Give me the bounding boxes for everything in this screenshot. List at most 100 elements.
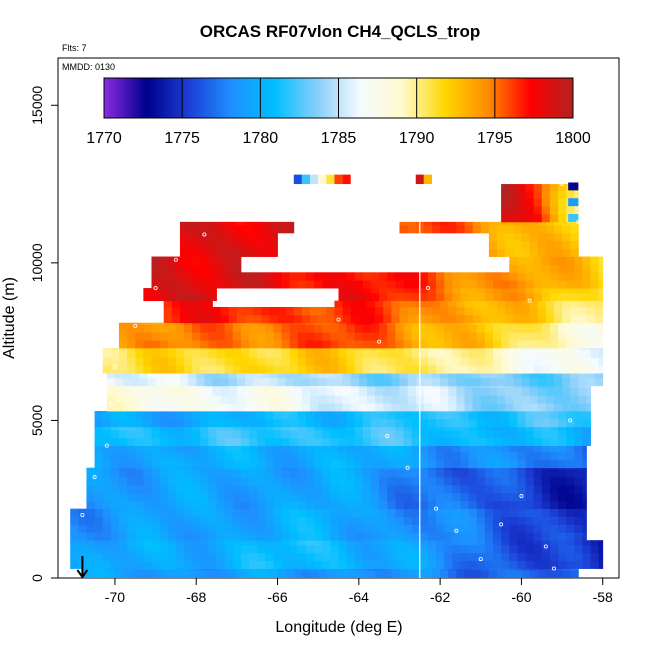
heatmap-cell — [253, 240, 262, 250]
heatmap-cell — [232, 324, 242, 333]
heatmap-cell — [399, 221, 409, 226]
heatmap-cell — [395, 437, 404, 447]
heatmap-cell — [265, 349, 274, 358]
heatmap-cell — [497, 232, 506, 242]
heatmap-cell — [387, 340, 396, 349]
heatmap-cell — [558, 292, 567, 302]
heatmap-cell — [509, 365, 518, 374]
heatmap-cell — [118, 485, 128, 494]
heatmap-cell — [212, 248, 222, 257]
heatmap-cell — [175, 508, 185, 517]
heatmap-cell — [444, 357, 453, 366]
y-tick-label: 10000 — [29, 243, 45, 282]
heatmap-cell — [517, 272, 526, 281]
heatmap-cell — [484, 288, 494, 294]
heatmap-cell — [249, 410, 258, 420]
heatmap-cell — [208, 426, 217, 431]
heatmap-cell — [305, 532, 315, 541]
track-point — [80, 512, 85, 517]
heatmap-cell — [338, 410, 348, 420]
heatmap-cell — [118, 552, 128, 562]
heatmap-cell — [147, 403, 156, 412]
heatmap-cell — [224, 340, 234, 349]
heatmap-cell — [240, 322, 250, 325]
heatmap-cell — [456, 314, 465, 324]
heatmap-cell — [403, 540, 413, 546]
heatmap-cell — [289, 426, 299, 431]
heatmap-cell — [131, 403, 140, 412]
heatmap-cell — [346, 272, 356, 281]
heatmap-cell — [379, 324, 388, 333]
heatmap-cell — [574, 544, 583, 554]
heatmap-cell — [314, 560, 323, 569]
heatmap-cell — [159, 410, 169, 420]
heatmap-cell — [159, 272, 169, 281]
heatmap-cell — [574, 469, 583, 478]
heatmap-cell — [240, 445, 250, 453]
heatmap-cell — [574, 516, 583, 525]
heatmap-cell — [232, 340, 242, 349]
heatmap-cell — [216, 485, 226, 494]
heatmap-cell — [476, 540, 486, 546]
heatmap-cell — [261, 314, 270, 324]
heatmap-cell — [501, 508, 510, 517]
heatmap-cell — [570, 395, 579, 404]
heatmap-cell — [444, 445, 453, 453]
heatmap-cell — [143, 426, 152, 431]
heatmap-cell — [468, 272, 478, 281]
heatmap-cell — [253, 248, 262, 257]
heatmap-cell — [419, 516, 429, 525]
heatmap-cell — [582, 532, 587, 541]
heatmap-cell — [460, 426, 469, 431]
heatmap-cell — [110, 429, 120, 439]
heatmap-cell — [371, 410, 380, 420]
heatmap-cell — [566, 347, 575, 350]
heatmap-cell — [175, 272, 185, 281]
heatmap-cell — [293, 395, 303, 404]
heatmap-cell — [549, 264, 559, 273]
heatmap-cell — [541, 500, 551, 510]
track-point — [527, 298, 532, 303]
heatmap-cell — [106, 403, 116, 412]
heatmap-cell — [468, 540, 478, 546]
heatmap-cell — [245, 248, 254, 257]
heatmap-cell — [582, 347, 591, 350]
heatmap-cell — [480, 403, 490, 412]
heatmap-cell — [110, 485, 120, 494]
heatmap-cell — [501, 524, 510, 533]
heatmap-cell — [354, 445, 364, 453]
heatmap-cell — [598, 324, 604, 333]
heatmap-cell — [151, 357, 161, 366]
heatmap-cell — [423, 373, 433, 379]
heatmap-cell — [362, 560, 372, 569]
heatmap-cell — [118, 332, 128, 341]
heatmap-cell — [188, 232, 197, 242]
heatmap-cell — [102, 418, 112, 428]
heatmap-cell — [403, 560, 413, 569]
heatmap-cell — [143, 437, 152, 447]
heatmap-cell — [314, 544, 323, 554]
heatmap-cell — [371, 272, 380, 281]
heatmap-cell — [598, 349, 604, 358]
heatmap-cell — [346, 500, 356, 510]
heatmap-cell — [269, 387, 278, 396]
heatmap-cell — [175, 410, 185, 420]
heatmap-cell — [135, 429, 144, 439]
heatmap-cell — [110, 508, 120, 517]
heatmap-cell — [289, 532, 299, 541]
heatmap-cell — [566, 477, 575, 486]
heatmap-cell — [253, 306, 262, 316]
heatmap-cell — [135, 357, 144, 366]
heatmap-cell — [570, 300, 579, 308]
heatmap-cell — [570, 387, 579, 396]
heatmap-cell — [305, 451, 315, 461]
heatmap-cell — [200, 437, 209, 447]
heatmap-cell — [497, 377, 506, 387]
heatmap-cell — [273, 426, 282, 431]
heatmap-cell — [110, 357, 120, 366]
heatmap-cell — [167, 544, 177, 554]
heatmap-cell — [452, 508, 461, 517]
heatmap-cell — [224, 516, 234, 525]
heatmap-cell — [362, 544, 372, 554]
heatmap-cell — [403, 322, 413, 325]
